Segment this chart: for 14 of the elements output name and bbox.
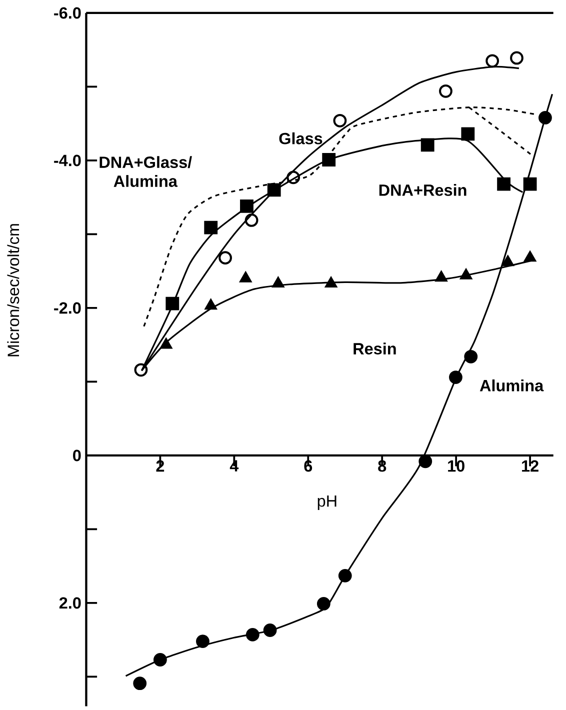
annotation: DNA+Glass/ Alumina <box>100 156 192 187</box>
y-tick-label: 2.0 <box>59 597 81 609</box>
y-axis-title: Micron/sec/volt/cm <box>7 224 20 356</box>
annotation: Glass <box>279 132 322 144</box>
x-tick-label: 10 <box>448 460 464 472</box>
y-tick-label: -4.0 <box>54 154 81 166</box>
annotation: Resin <box>354 342 396 354</box>
x-tick-label: 12 <box>522 460 538 472</box>
y-tick-label: -2.0 <box>54 302 81 314</box>
y-tick-label: -6.0 <box>54 7 81 19</box>
annotation: DNA+Resin <box>379 184 466 196</box>
x-axis-title: pH <box>318 495 336 510</box>
y-tick-label: 0 <box>72 450 81 462</box>
annotation: Alumina <box>480 379 544 392</box>
